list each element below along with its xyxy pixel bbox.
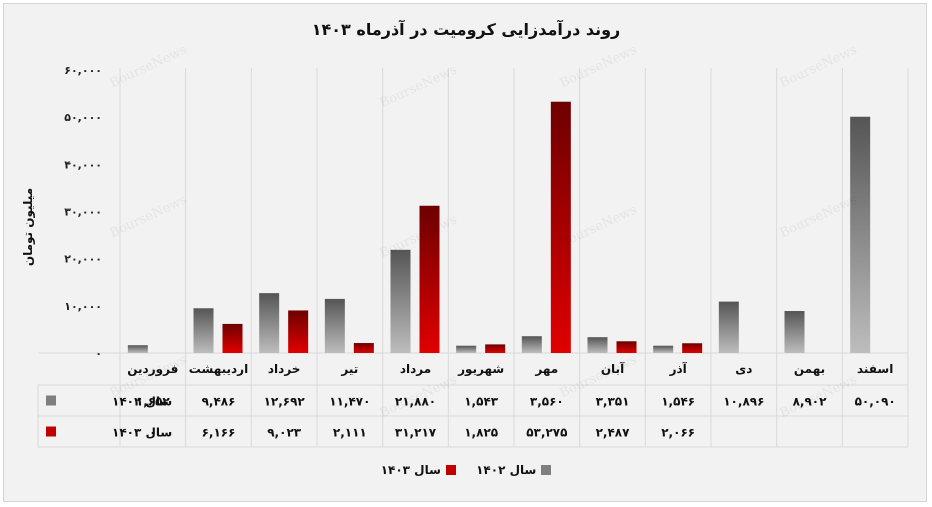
- chart-title: روند درآمدزایی کرومیت در آذرماه ۱۴۰۳: [311, 20, 621, 39]
- bar-1402: [850, 116, 871, 354]
- bar-1402: [390, 249, 411, 353]
- table-cell-value: ۹,۰۲۳: [267, 426, 302, 440]
- category-label: خرداد: [268, 362, 301, 376]
- bar-1402: [653, 345, 674, 353]
- y-tick-label: ۱۰,۰۰۰: [64, 300, 102, 313]
- table-cell-value: ۲,۰۶۶: [661, 426, 695, 440]
- bar-1402: [587, 337, 608, 353]
- chart-frame: [3, 3, 927, 502]
- bar-1403: [419, 205, 440, 353]
- category-label: تیر: [340, 362, 358, 376]
- legend-label-1403: سال ۱۴۰۳: [380, 463, 441, 477]
- y-tick-label: ۲۰,۰۰۰: [64, 253, 102, 266]
- legend: سال ۱۴۰۳ سال ۱۴۰۲: [0, 463, 932, 478]
- table-cell-value: ۱,۸۲۵: [464, 426, 498, 440]
- legend-swatch-1402: [541, 465, 552, 475]
- watermark: BourseNews: [108, 42, 190, 91]
- bar-1403: [222, 323, 243, 353]
- category-label: شهریور: [457, 362, 504, 377]
- legend-label-1402: سال ۱۴۰۲: [476, 463, 537, 477]
- table-cell-value: ۲۱,۸۸۰: [395, 395, 436, 409]
- y-tick-label: ۳۰,۰۰۰: [64, 206, 102, 219]
- category-label: دی: [735, 362, 752, 376]
- table-cell-value: ۶,۱۶۶: [202, 426, 236, 440]
- category-label: مرداد: [400, 362, 431, 376]
- category-label: آذر: [669, 361, 688, 376]
- category-label: اسفند: [857, 362, 893, 376]
- table-cell-value: ۱,۵۴۶: [661, 395, 695, 409]
- table-cell-value: ۲,۱۱۱: [333, 426, 367, 440]
- table-swatch-1402: [46, 395, 56, 406]
- bar-1403: [353, 343, 374, 353]
- category-label: اردیبهشت: [189, 362, 248, 376]
- watermark: BourseNews: [378, 62, 460, 111]
- y-tick-label: ۵۰,۰۰۰: [64, 111, 102, 124]
- table-cell-value: ۹,۴۸۶: [202, 395, 236, 409]
- table-cell-value: ۵۳,۲۷۵: [526, 426, 567, 440]
- table-cell-value: ۱۱,۴۷۰: [329, 395, 370, 409]
- bar-1403: [485, 344, 506, 353]
- bar-1403: [550, 101, 571, 354]
- bar-1402: [127, 345, 148, 353]
- table-cell-value: ۵۰,۰۹۰: [855, 395, 896, 409]
- table-cell-value: ۳۱,۲۱۷: [395, 426, 437, 440]
- category-label: فروردین: [127, 362, 178, 377]
- bar-1403: [682, 343, 703, 353]
- category-label: بهمن: [794, 362, 825, 376]
- bar-1402: [784, 311, 805, 353]
- bar-1402: [718, 301, 739, 353]
- table-cell-value: ۱۲,۶۹۲: [264, 395, 306, 409]
- table-cell-value: ۰: [149, 426, 156, 440]
- table-swatch-1403: [46, 426, 56, 437]
- bar-1402: [456, 345, 477, 353]
- bar-1402: [324, 298, 345, 353]
- table-cell-value: ۱,۶۵۲: [136, 395, 171, 409]
- watermark: BourseNews: [378, 372, 460, 421]
- bar-1402: [193, 308, 214, 353]
- legend-swatch-1403: [445, 465, 456, 475]
- bar-1402: [521, 336, 542, 353]
- bar-1403: [616, 341, 637, 353]
- bar-1402: [259, 293, 280, 353]
- category-label: مهر: [534, 362, 558, 376]
- table-cell-value: ۲,۴۸۷: [596, 426, 631, 440]
- y-tick-label: ۶۰,۰۰۰: [64, 64, 102, 77]
- bar-1403: [288, 310, 309, 353]
- table-series-name: سال ۱۴۰۲: [112, 395, 172, 409]
- legend-item-1402: سال ۱۴۰۲: [476, 463, 552, 477]
- table-cell-value: ۳,۳۵۱: [596, 395, 630, 409]
- table-cell-value: ۱,۵۴۳: [464, 395, 499, 409]
- category-label: آبان: [601, 361, 625, 376]
- watermark: BourseNews: [558, 42, 640, 91]
- table-cell-value: ۳,۵۶۰: [530, 395, 564, 409]
- table-cell-value: ۸,۹۰۲: [793, 395, 828, 409]
- table-cell-value: ۱۰,۸۹۶: [723, 395, 764, 409]
- watermark: BourseNews: [778, 42, 860, 91]
- watermark: BourseNews: [378, 212, 460, 261]
- watermark: BourseNews: [778, 372, 860, 421]
- legend-item-1403: سال ۱۴۰۳: [381, 463, 456, 477]
- y-tick-label: ۰: [95, 347, 102, 360]
- table-series-name: سال ۱۴۰۳: [112, 426, 172, 440]
- watermark: BourseNews: [778, 192, 860, 241]
- y-tick-label: ۴۰,۰۰۰: [64, 158, 102, 171]
